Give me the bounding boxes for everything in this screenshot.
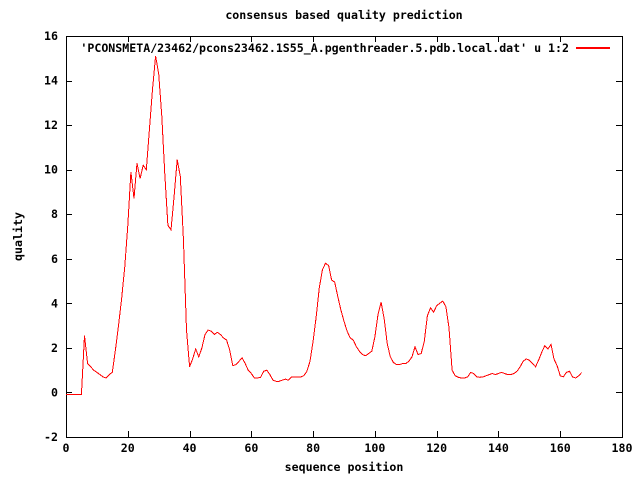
y-tick-label: -2	[44, 430, 58, 444]
x-tick-label: 140	[488, 441, 509, 455]
x-tick-label: 0	[63, 441, 70, 455]
y-tick-label: 0	[51, 385, 58, 399]
x-tick-label: 160	[550, 441, 571, 455]
y-tick-label: 8	[51, 207, 58, 221]
legend-line-sample	[576, 47, 610, 49]
x-tick-label: 100	[364, 441, 385, 455]
x-tick-label: 120	[426, 441, 447, 455]
y-tick-label: 10	[44, 163, 58, 177]
chart-title: consensus based quality prediction	[225, 8, 463, 22]
plot-border	[66, 36, 623, 438]
x-axis-label: sequence position	[284, 460, 404, 474]
x-tick-label: 80	[306, 441, 320, 455]
y-tick-label: 16	[44, 29, 58, 43]
x-tick-label: 60	[244, 441, 258, 455]
x-tick-label: 180	[612, 441, 633, 455]
y-tick-label: 6	[51, 252, 58, 266]
y-tick-label: 2	[51, 341, 58, 355]
y-tick-label: 4	[51, 296, 58, 310]
y-axis-label: quality	[11, 212, 25, 261]
y-tick-label: 12	[44, 118, 58, 132]
quality-curve	[66, 55, 583, 396]
x-tick-label: 20	[121, 441, 135, 455]
y-tick-label: 14	[44, 74, 58, 88]
legend-label: 'PCONSMETA/23462/pcons23462.1S55_A.pgent…	[80, 41, 569, 55]
x-tick-label: 40	[183, 441, 197, 455]
legend: 'PCONSMETA/23462/pcons23462.1S55_A.pgent…	[80, 41, 610, 55]
